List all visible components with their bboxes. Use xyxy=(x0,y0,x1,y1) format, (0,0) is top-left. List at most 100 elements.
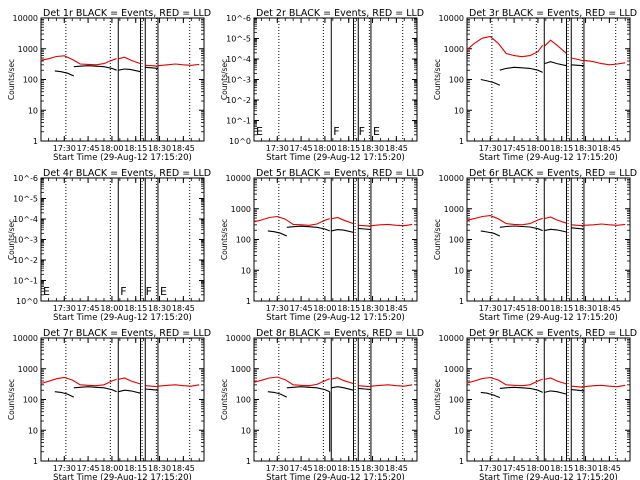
y-tick-label: 1 xyxy=(246,297,251,306)
y-tick-label: 100 xyxy=(449,236,464,245)
panel-title: Det 6r BLACK = Events, RED = LLD xyxy=(469,168,637,179)
x-tick-label: 18:00 xyxy=(526,464,549,473)
x-tick-label: 18:00 xyxy=(313,464,336,473)
y-tick-label: 10^-4 xyxy=(13,215,38,224)
x-tick-label: 18:30 xyxy=(148,144,171,153)
lld-series-line xyxy=(583,59,626,66)
flag-label: E xyxy=(373,125,380,138)
lld-series-line xyxy=(331,377,354,385)
y-tick-label: 10 xyxy=(454,426,464,435)
x-tick-label: 18:15 xyxy=(337,464,360,473)
panel-title: Det 4r BLACK = Events, RED = LLD xyxy=(43,168,211,179)
lld-series-line xyxy=(466,35,544,58)
flag-label: F xyxy=(333,125,339,138)
events-series-line xyxy=(480,78,501,86)
events-series-line xyxy=(145,388,159,391)
y-tick-label: 1 xyxy=(459,457,464,466)
panel-title: Det 5r BLACK = Events, RED = LLD xyxy=(256,168,424,179)
panel-title: Det 2r BLACK = Events, RED = LLD xyxy=(256,8,424,19)
events-series-line xyxy=(480,391,501,399)
x-tick-label: 17:45 xyxy=(290,304,313,313)
x-axis-label: Start Time (29-Aug-12 17:15:20) xyxy=(479,153,618,163)
lld-series-line xyxy=(466,215,543,226)
x-tick-label: 17:30 xyxy=(266,144,289,153)
x-tick-label: 17:45 xyxy=(503,304,526,313)
panel-d6: Det 6r BLACK = Events, RED = LLD 1 10 100 10… xyxy=(433,168,637,323)
x-tick-label: 18:30 xyxy=(574,304,597,313)
lld-series-line xyxy=(157,384,200,387)
flag-label: E xyxy=(256,125,263,138)
events-series-line xyxy=(358,387,372,391)
events-series-line xyxy=(286,225,330,232)
x-tick-label: 17:45 xyxy=(77,304,100,313)
x-tick-label: 18:45 xyxy=(172,304,195,313)
x-tick-label: 18:45 xyxy=(172,464,195,473)
lld-series-line xyxy=(583,384,626,388)
y-tick-label: 10 xyxy=(241,266,251,275)
lld-series-line xyxy=(543,39,567,54)
y-tick-label: 10 xyxy=(454,106,464,115)
lld-series-line xyxy=(40,55,117,66)
events-series-line xyxy=(499,66,543,73)
x-tick-label: 18:15 xyxy=(337,304,360,313)
y-tick-label: 10^-6 xyxy=(226,14,251,23)
y-axis-label: Counts/sec xyxy=(7,59,16,100)
y-tick-label: 1000 xyxy=(231,205,251,214)
y-tick-label: 10^-3 xyxy=(13,236,38,245)
x-tick-label: 18:30 xyxy=(361,304,384,313)
lld-series-line xyxy=(358,224,372,227)
events-series-line xyxy=(480,230,501,237)
x-tick-label: 18:00 xyxy=(100,464,123,473)
y-axis-label: Counts/sec xyxy=(7,219,16,260)
x-tick-label: 18:30 xyxy=(361,464,384,473)
y-tick-label: 10^0 xyxy=(16,297,38,306)
x-tick-label: 18:45 xyxy=(385,464,408,473)
x-axis-label: Start Time (29-Aug-12 17:15:20) xyxy=(479,473,618,480)
flag-label: E xyxy=(43,285,50,298)
lld-series-line xyxy=(544,216,567,224)
events-series-line xyxy=(544,61,567,67)
lld-series-line xyxy=(571,224,585,227)
y-axis-label: Counts/sec xyxy=(433,219,442,260)
y-tick-label: 100 xyxy=(449,76,464,85)
events-series-line xyxy=(286,386,330,393)
events-series-line xyxy=(118,389,141,394)
x-tick-label: 18:30 xyxy=(574,464,597,473)
x-tick-label: 18:15 xyxy=(124,464,147,473)
events-series-line xyxy=(267,230,288,237)
x-tick-label: 17:30 xyxy=(53,464,76,473)
y-axis-label: Counts/sec xyxy=(433,379,442,420)
events-series-line xyxy=(118,68,141,73)
x-tick-label: 17:45 xyxy=(503,464,526,473)
y-tick-label: 1000 xyxy=(18,45,38,54)
y-tick-label: 10 xyxy=(28,426,38,435)
y-tick-label: 10000 xyxy=(439,334,464,343)
y-axis-label: Counts/sec xyxy=(220,219,229,260)
x-axis-label: Start Time (29-Aug-12 17:15:20) xyxy=(53,313,192,323)
panel-d7: Det 7r BLACK = Events, RED = LLD 1 10 100 10… xyxy=(7,328,211,480)
lld-series-line xyxy=(253,215,330,226)
x-tick-label: 18:30 xyxy=(148,304,171,313)
lld-series-line xyxy=(40,376,117,387)
panel-d1: Det 1r BLACK = Events, RED = LLD 1 10 100 10… xyxy=(7,8,211,163)
events-series-line xyxy=(571,389,585,392)
events-series-line xyxy=(331,229,354,233)
x-tick-label: 18:45 xyxy=(598,464,621,473)
events-series-line xyxy=(73,386,117,393)
y-tick-label: 100 xyxy=(449,396,464,405)
y-tick-label: 10000 xyxy=(13,14,38,23)
panel-d8: Det 8r BLACK = Events, RED = LLD 1 10 100 10… xyxy=(220,328,424,480)
lld-series-line xyxy=(583,223,626,226)
y-tick-label: 10000 xyxy=(439,14,464,23)
y-tick-label: 1000 xyxy=(18,365,38,374)
events-series-line xyxy=(358,227,372,231)
x-tick-label: 17:45 xyxy=(290,464,313,473)
y-tick-label: 10 xyxy=(454,266,464,275)
events-series-line xyxy=(54,70,75,77)
events-series-line xyxy=(499,225,543,232)
flag-label: F xyxy=(359,125,365,138)
x-tick-label: 17:45 xyxy=(503,144,526,153)
panel-title: Det 7r BLACK = Events, RED = LLD xyxy=(43,328,211,339)
events-series-line xyxy=(331,386,354,391)
